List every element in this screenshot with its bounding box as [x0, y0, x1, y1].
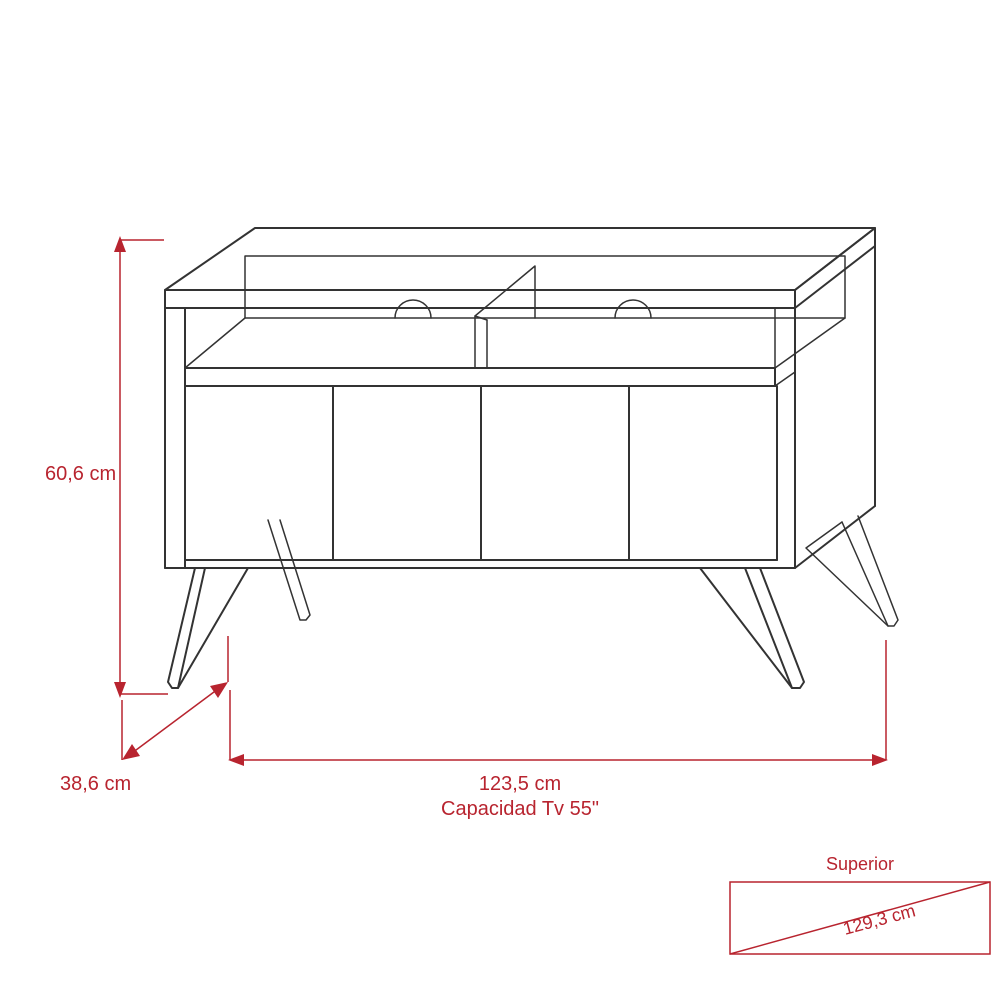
dim-height-label: 60,6 cm [45, 463, 116, 485]
inset-diagonal-label: 129,3 cm [841, 900, 918, 938]
inset-title: Superior [826, 854, 894, 874]
dim-depth-label: 38,6 cm [60, 773, 131, 795]
dim-depth: 38,6 cm [60, 636, 228, 795]
dim-capacity-label: Capacidad Tv 55" [441, 798, 599, 820]
dim-width-label: 123,5 cm [479, 773, 561, 795]
tv-stand-drawing [165, 228, 898, 688]
technical-drawing: 60,6 cm 38,6 cm 123,5 cm Capacidad Tv 55… [0, 0, 1000, 1000]
inset-superior: Superior 129,3 cm [730, 854, 990, 954]
dim-height: 60,6 cm [45, 236, 168, 698]
dim-width: 123,5 cm Capacidad Tv 55" [228, 640, 888, 820]
dimension-lines: 60,6 cm 38,6 cm 123,5 cm Capacidad Tv 55… [45, 236, 888, 820]
